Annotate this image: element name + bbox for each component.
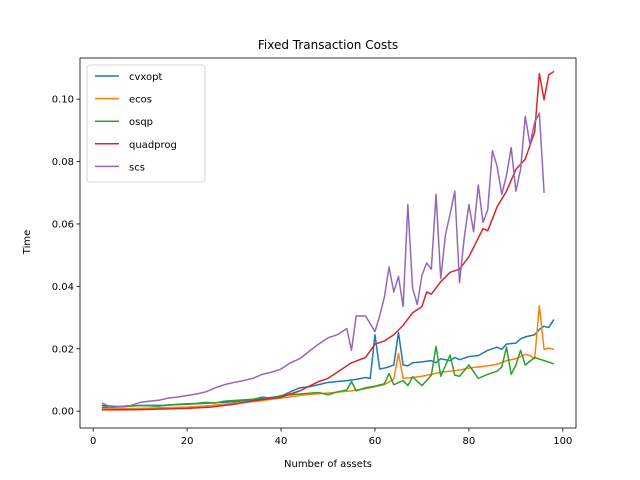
series-line-quadprog [101,70,555,411]
y-tick-label: 0.02 [52,344,74,355]
y-tick-label: 0.06 [52,219,74,230]
series-line-ecos [101,304,555,410]
plot-area [101,70,555,411]
y-tick-label: 0.00 [52,407,74,418]
y-tick-label: 0.04 [52,282,74,293]
x-axis: 0 20 40 60 80 100 [90,428,572,447]
y-tick-label: 0.08 [52,157,74,168]
legend-label-scs: scs [129,162,145,173]
y-axis: 0.00 0.02 0.04 0.06 0.08 0.10 [52,95,80,418]
legend-label-cvxopt: cvxopt [129,72,162,83]
y-tick-label: 0.10 [52,95,74,106]
legend-box [86,64,206,183]
x-tick-label: 20 [181,436,194,447]
legend-label-quadprog: quadprog [129,140,177,151]
x-tick-label: 60 [369,436,382,447]
legend-label-ecos: ecos [129,95,152,106]
x-axis-label: Number of assets [284,459,372,470]
x-tick-label: 80 [463,436,476,447]
chart-title: Fixed Transaction Costs [258,38,398,52]
series-line-scs [101,112,545,409]
legend: cvxopt ecos osqp quadprog scs [86,64,206,183]
axes-frame [79,57,577,429]
y-axis-label: Time [22,230,33,255]
x-tick-label: 100 [553,436,572,447]
series-line-osqp [101,345,555,409]
x-tick-label: 40 [275,436,288,447]
x-tick-label: 0 [90,436,96,447]
legend-label-osqp: osqp [129,117,153,128]
